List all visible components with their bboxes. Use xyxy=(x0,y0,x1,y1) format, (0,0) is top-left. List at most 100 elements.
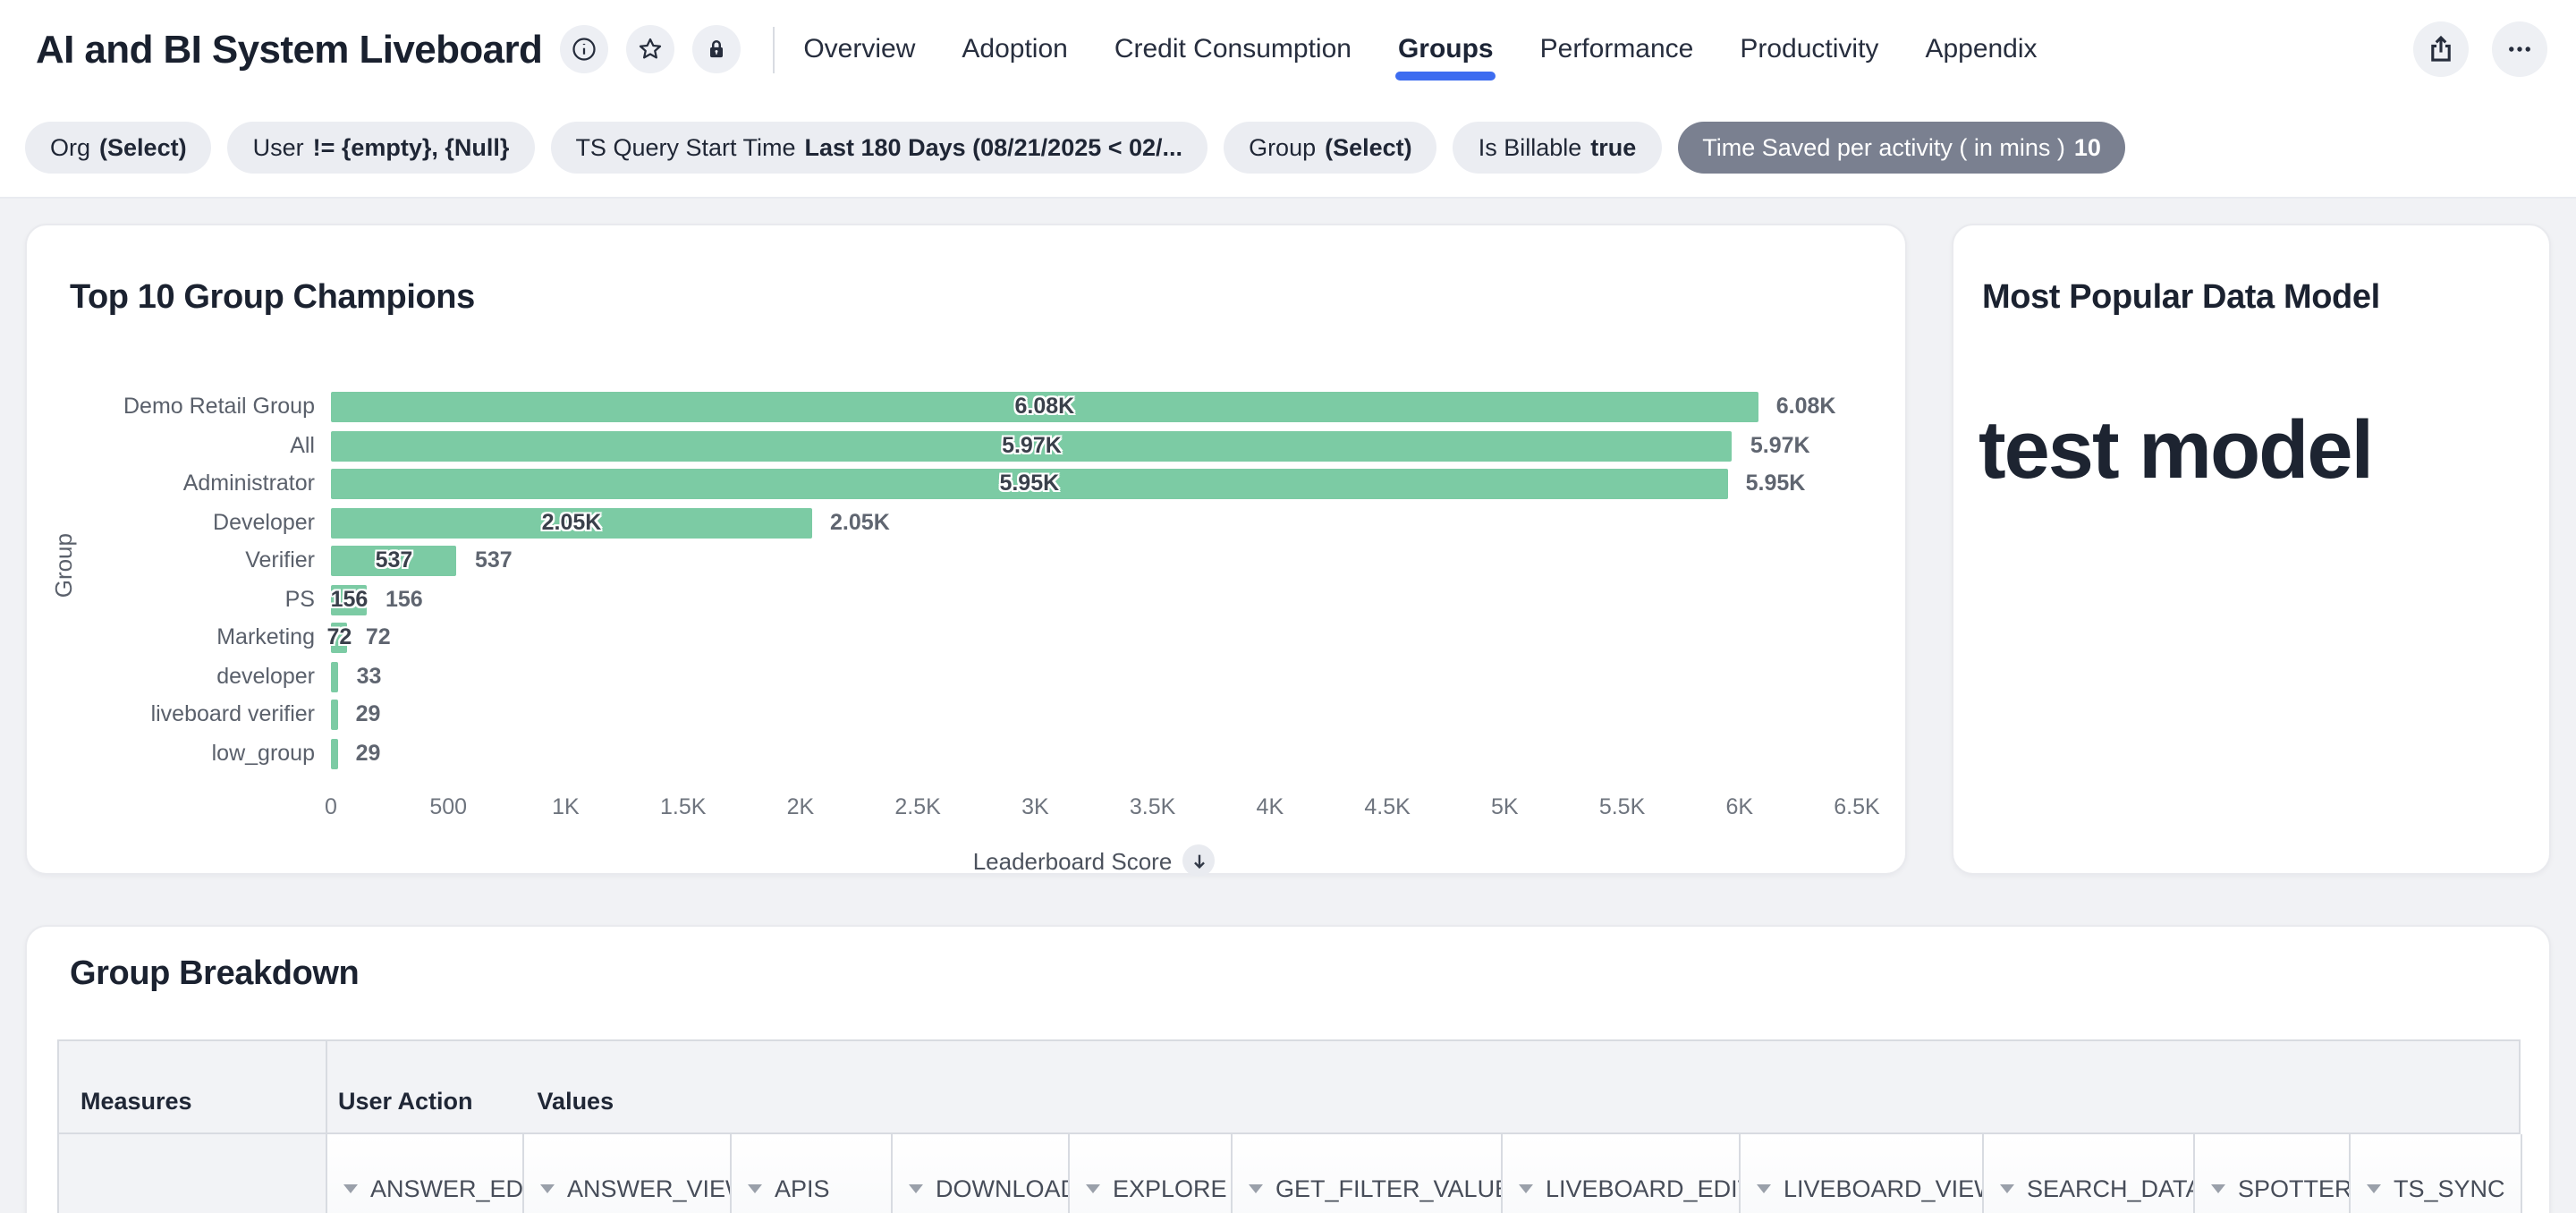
column-header-liveboard-edit[interactable]: LIVEBOARD_EDIT xyxy=(1503,1134,1741,1213)
more-options-button[interactable] xyxy=(2492,21,2547,77)
tab-productivity[interactable]: Productivity xyxy=(1740,34,1879,64)
bar-inside-value-label: 5.95K xyxy=(999,471,1060,496)
chart-row-ps: PS 156 156 xyxy=(27,581,1905,619)
column-sort-triangle-icon[interactable] xyxy=(1757,1183,1771,1192)
filter-chip-ts-query-start-time[interactable]: TS Query Start Time Last 180 Days (08/21/… xyxy=(550,122,1208,174)
column-sort-triangle-icon[interactable] xyxy=(2211,1183,2225,1192)
column-sort-triangle-icon[interactable] xyxy=(1249,1183,1263,1192)
top-row: Top 10 Group Champions Demo Retail Group… xyxy=(25,224,2551,877)
chart-row-developer: developer 33 xyxy=(27,657,1905,696)
table-title: Group Breakdown xyxy=(70,955,360,993)
tab-overview[interactable]: Overview xyxy=(803,34,916,64)
filter-chip-value: true xyxy=(1590,134,1637,161)
bar-area: 537 537 xyxy=(331,542,1905,581)
x-tick-4k: 4K xyxy=(1256,794,1284,819)
info-button[interactable] xyxy=(560,25,609,73)
chart-row-demo-retail-group: Demo Retail Group 6.08K 6.08K xyxy=(27,388,1905,427)
share-icon xyxy=(2426,34,2456,64)
filter-chip-time-saved-per-activity-in-mins[interactable]: Time Saved per activity ( in mins ) 10 xyxy=(1677,122,2126,174)
column-sort-triangle-icon[interactable] xyxy=(1086,1183,1100,1192)
x-tick-1k: 1K xyxy=(552,794,580,819)
tab-performance[interactable]: Performance xyxy=(1539,34,1694,64)
user-action-label: User Action xyxy=(338,1088,473,1115)
bar-marketing[interactable] xyxy=(331,623,348,653)
sort-descending-button[interactable] xyxy=(1182,844,1216,877)
y-axis-label: Group xyxy=(50,533,77,598)
column-sort-triangle-icon[interactable] xyxy=(2000,1183,2014,1192)
bar-inside-value-label: 6.08K xyxy=(1014,394,1075,419)
column-header-label: ANSWER_VIEW xyxy=(567,1175,732,1201)
user-action-header-cell: User Action Values xyxy=(327,1041,2519,1132)
category-label: Developer xyxy=(213,509,315,534)
bar-demo-retail-group[interactable] xyxy=(331,392,1758,422)
bar-developer[interactable] xyxy=(331,661,339,691)
tab-credit-consumption[interactable]: Credit Consumption xyxy=(1114,34,1352,64)
chart-row-low-group: low_group 29 xyxy=(27,734,1905,773)
bar-inside-value-label: 2.05K xyxy=(541,509,602,534)
group-breakdown-card: Group Breakdown Measures User Action Val… xyxy=(25,925,2551,1213)
x-tick-500: 500 xyxy=(429,794,468,819)
column-header-answer-edit[interactable]: ANSWER_EDIT xyxy=(327,1134,524,1213)
column-header-label: EXPLORE xyxy=(1113,1175,1227,1201)
column-header-spotter[interactable]: SPOTTER xyxy=(2195,1134,2351,1213)
ellipsis-icon xyxy=(2504,34,2535,64)
bar-inside-value-label: 156 xyxy=(330,586,369,611)
filter-chip-label: User xyxy=(252,134,304,161)
column-sort-triangle-icon[interactable] xyxy=(343,1183,358,1192)
tab-adoption[interactable]: Adoption xyxy=(962,34,1068,64)
bar-value-label: 156 xyxy=(385,586,423,611)
filter-chip-is-billable[interactable]: Is Billable true xyxy=(1453,122,1662,174)
filter-chip-label: Is Billable xyxy=(1478,134,1582,161)
bar-developer[interactable] xyxy=(331,507,813,538)
filter-chip-value: (Select) xyxy=(99,134,187,161)
filter-chip-group[interactable]: Group (Select) xyxy=(1224,122,1437,174)
column-header-answer-view[interactable]: ANSWER_VIEW xyxy=(524,1134,732,1213)
x-tick-1-5k: 1.5K xyxy=(659,794,707,819)
tab-groups[interactable]: Groups xyxy=(1395,25,1496,81)
category-label: All xyxy=(290,432,315,457)
bar-low-group[interactable] xyxy=(331,738,338,768)
column-header-label: SEARCH_DATA xyxy=(2027,1175,2195,1201)
column-sort-triangle-icon[interactable] xyxy=(909,1183,923,1192)
column-sort-triangle-icon[interactable] xyxy=(2367,1183,2381,1192)
bar-ps[interactable] xyxy=(331,584,368,615)
column-header-download[interactable]: DOWNLOAD xyxy=(893,1134,1070,1213)
bar-inside-value-label: 72 xyxy=(326,624,352,649)
bar-liveboard-verifier[interactable] xyxy=(331,700,338,730)
filter-chip-org[interactable]: Org (Select) xyxy=(25,122,212,174)
chart-title: Top 10 Group Champions xyxy=(70,279,475,317)
bar-administrator[interactable] xyxy=(331,469,1728,499)
x-axis-label: Leaderboard Score xyxy=(972,847,1173,874)
x-tick-4-5k: 4.5K xyxy=(1364,794,1411,819)
bar-inside-value-label: 537 xyxy=(375,547,413,573)
share-button[interactable] xyxy=(2413,21,2469,77)
measures-header-cell: Measures xyxy=(59,1041,327,1132)
lock-button[interactable] xyxy=(692,25,741,73)
filter-chip-user[interactable]: User != {empty}, {Null} xyxy=(227,122,535,174)
column-header-apis[interactable]: APIS xyxy=(732,1134,893,1213)
bar-value-label: 72 xyxy=(365,624,391,649)
group-champions-bar-chart: Demo Retail Group 6.08K 6.08K All 5.97K 5.97K… xyxy=(27,388,1905,877)
tab-appendix[interactable]: Appendix xyxy=(1925,34,2038,64)
page-title: AI and BI System Liveboard xyxy=(36,26,543,71)
x-tick-0: 0 xyxy=(325,794,337,819)
liveboard-body: Top 10 Group Champions Demo Retail Group… xyxy=(0,199,2576,1213)
pivot-table: Measures User Action Values ANSWER_EDIT A… xyxy=(57,1039,2522,1213)
bar-inside-value-label: 5.97K xyxy=(1002,432,1062,457)
favorite-button[interactable] xyxy=(626,25,675,73)
lock-icon xyxy=(703,36,730,63)
column-header-get-filter-values[interactable]: GET_FILTER_VALUES xyxy=(1233,1134,1503,1213)
bar-all[interactable] xyxy=(331,430,1733,461)
category-label: liveboard verifier xyxy=(150,701,315,726)
column-header-ts-sync[interactable]: TS_SYNC xyxy=(2351,1134,2522,1213)
column-sort-triangle-icon[interactable] xyxy=(540,1183,555,1192)
column-header-label: LIVEBOARD_VIEW xyxy=(1784,1175,1984,1201)
column-header-label: LIVEBOARD_EDIT xyxy=(1546,1175,1741,1201)
column-header-liveboard-view[interactable]: LIVEBOARD_VIEW xyxy=(1741,1134,1984,1213)
bar-verifier[interactable] xyxy=(331,546,457,576)
x-tick-3-5k: 3.5K xyxy=(1129,794,1176,819)
column-sort-triangle-icon[interactable] xyxy=(1519,1183,1533,1192)
column-header-explore[interactable]: EXPLORE xyxy=(1070,1134,1233,1213)
column-sort-triangle-icon[interactable] xyxy=(748,1183,762,1192)
column-header-search-data[interactable]: SEARCH_DATA xyxy=(1984,1134,2195,1213)
